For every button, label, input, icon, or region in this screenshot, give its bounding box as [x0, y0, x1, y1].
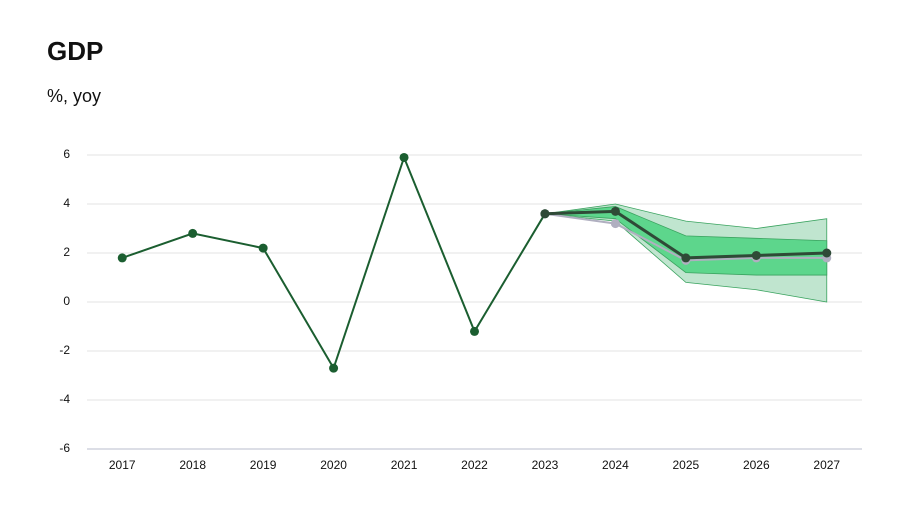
x-tick-label: 2025: [673, 458, 700, 472]
y-tick-label: 2: [63, 245, 70, 259]
y-tick-label: -4: [59, 392, 70, 406]
point: [751, 250, 761, 260]
point: [329, 363, 339, 373]
chart-subtitle: %, yoy: [47, 86, 101, 106]
point: [822, 248, 832, 258]
point: [188, 228, 198, 238]
x-tick-label: 2023: [532, 458, 559, 472]
chart-title: GDP: [47, 36, 103, 66]
line: [121, 154, 546, 371]
x-tick-label: 2022: [461, 458, 488, 472]
x-tick-label: 2026: [743, 458, 770, 472]
x-tick-label: 2018: [179, 458, 206, 472]
x-tick-label: 2021: [391, 458, 418, 472]
point: [258, 243, 268, 253]
point: [399, 152, 409, 162]
x-tick-label: 2024: [602, 458, 629, 472]
x-tick-label: 2017: [109, 458, 136, 472]
y-tick-label: -6: [59, 441, 70, 455]
point: [470, 326, 479, 336]
y-tick-label: -2: [59, 343, 70, 357]
x-tick-label: 2027: [813, 458, 840, 472]
y-tick-label: 4: [63, 196, 70, 210]
point: [610, 206, 620, 216]
x-tick-label: 2020: [320, 458, 347, 472]
point: [117, 253, 127, 263]
point: [540, 209, 550, 219]
y-tick-label: 6: [63, 147, 70, 161]
y-tick-label: 0: [63, 294, 70, 308]
point: [681, 253, 691, 263]
point: [610, 219, 620, 229]
x-tick-label: 2019: [250, 458, 277, 472]
